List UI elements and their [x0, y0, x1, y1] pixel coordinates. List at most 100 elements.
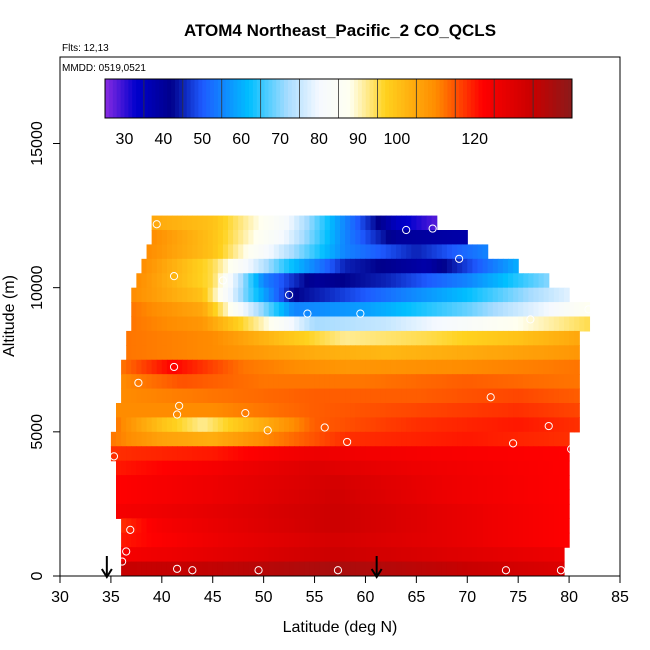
heatmap-cell	[187, 287, 193, 303]
heatmap-cell	[248, 403, 255, 419]
heatmap-cell	[553, 403, 560, 419]
heatmap-cell	[141, 258, 148, 274]
heatmap-cell	[309, 316, 316, 332]
heatmap-cell	[436, 302, 443, 318]
heatmap-cell	[518, 316, 524, 332]
heatmap-cell	[441, 475, 448, 491]
heatmap-cell	[217, 460, 224, 476]
colorbar-swatch	[334, 79, 339, 118]
heatmap-cell	[436, 287, 443, 303]
heatmap-cell	[304, 518, 311, 534]
sample-point	[584, 305, 593, 314]
heatmap-cell	[411, 316, 417, 332]
heatmap-cell	[436, 374, 443, 390]
heatmap-cell	[166, 244, 173, 260]
heatmap-cell	[523, 489, 529, 505]
heatmap-cell	[192, 460, 199, 476]
heatmap-cell	[253, 330, 260, 346]
heatmap-cell	[304, 532, 311, 548]
heatmap-cell	[248, 359, 255, 375]
heatmap-cell	[467, 446, 473, 462]
heatmap-cell	[319, 359, 326, 375]
heatmap-cell	[457, 431, 463, 447]
heatmap-cell	[192, 316, 199, 332]
heatmap-cell	[304, 388, 311, 404]
heatmap-cell	[324, 244, 331, 260]
heatmap-cell	[431, 388, 438, 404]
heatmap-cell	[558, 518, 565, 534]
heatmap-cell	[345, 518, 351, 534]
heatmap-cell	[497, 417, 504, 433]
heatmap-cell	[446, 503, 453, 519]
heatmap-cell	[406, 273, 412, 289]
heatmap-cell	[513, 547, 519, 563]
heatmap-cell	[294, 330, 300, 346]
heatmap-cell	[131, 475, 137, 491]
heatmap-cell	[222, 345, 229, 361]
heatmap-cell	[426, 403, 433, 419]
colorbar-frame	[104, 78, 573, 119]
heatmap-cell	[380, 561, 387, 576]
colorbar-swatch	[108, 79, 114, 118]
heatmap-cell	[406, 417, 412, 433]
heatmap-cell	[533, 446, 540, 462]
heatmap-cell	[513, 258, 519, 274]
heatmap-cell	[365, 431, 372, 447]
heatmap-cell	[263, 503, 270, 519]
heatmap-cell	[564, 403, 570, 419]
heatmap-cell	[222, 388, 229, 404]
heatmap-cell	[324, 215, 331, 231]
dates-label: MMDD: 0519,0521	[62, 63, 146, 74]
heatmap-cell	[533, 316, 540, 332]
heatmap-cell	[365, 388, 372, 404]
heatmap-cell	[340, 388, 346, 404]
heatmap-cell	[360, 302, 367, 318]
heatmap-cell	[289, 518, 295, 534]
heatmap-cell	[329, 489, 336, 505]
heatmap-cell	[217, 403, 224, 419]
heatmap-cell	[360, 258, 367, 274]
heatmap-cell	[314, 431, 321, 447]
heatmap-cell	[365, 503, 372, 519]
heatmap-cell	[217, 446, 224, 462]
heatmap-cell	[212, 287, 219, 303]
heatmap-cell	[431, 417, 438, 433]
heatmap-cell	[273, 244, 280, 260]
heatmap-cell	[172, 403, 178, 419]
colorbar-swatch	[381, 79, 386, 118]
heatmap-cell	[228, 359, 234, 375]
heatmap-cell	[268, 374, 275, 390]
heatmap-cell	[243, 431, 249, 447]
heatmap-cell	[334, 258, 341, 274]
heatmap-cell	[217, 388, 224, 404]
heatmap-cell	[268, 503, 275, 519]
heatmap-cell	[161, 330, 168, 346]
heatmap-cell	[177, 503, 183, 519]
x-tick-label: 40	[153, 589, 171, 606]
heatmap-cell	[253, 417, 260, 433]
heatmap-cell	[548, 388, 555, 404]
heatmap-cell	[314, 230, 321, 246]
heatmap-cell	[477, 518, 484, 534]
heatmap-cell	[121, 374, 127, 390]
heatmap-cell	[268, 518, 275, 534]
heatmap-cell	[375, 359, 382, 375]
heatmap-cell	[314, 446, 321, 462]
heatmap-cell	[406, 330, 412, 346]
heatmap-cell	[350, 345, 356, 361]
heatmap-cell	[472, 359, 479, 375]
heatmap-cell	[472, 547, 479, 563]
heatmap-cell	[508, 287, 514, 303]
heatmap-cell	[528, 403, 535, 419]
heatmap-cell	[390, 302, 397, 318]
heatmap-cell	[324, 345, 331, 361]
heatmap-cell	[156, 316, 163, 332]
heatmap-cell	[243, 532, 249, 548]
heatmap-cell	[309, 431, 316, 447]
colorbar-swatch	[482, 79, 487, 118]
heatmap-cell	[462, 287, 468, 303]
heatmap-cell	[355, 244, 361, 260]
heatmap-cell	[324, 547, 331, 563]
heatmap-cell	[360, 475, 367, 491]
heatmap-cell	[278, 518, 285, 534]
